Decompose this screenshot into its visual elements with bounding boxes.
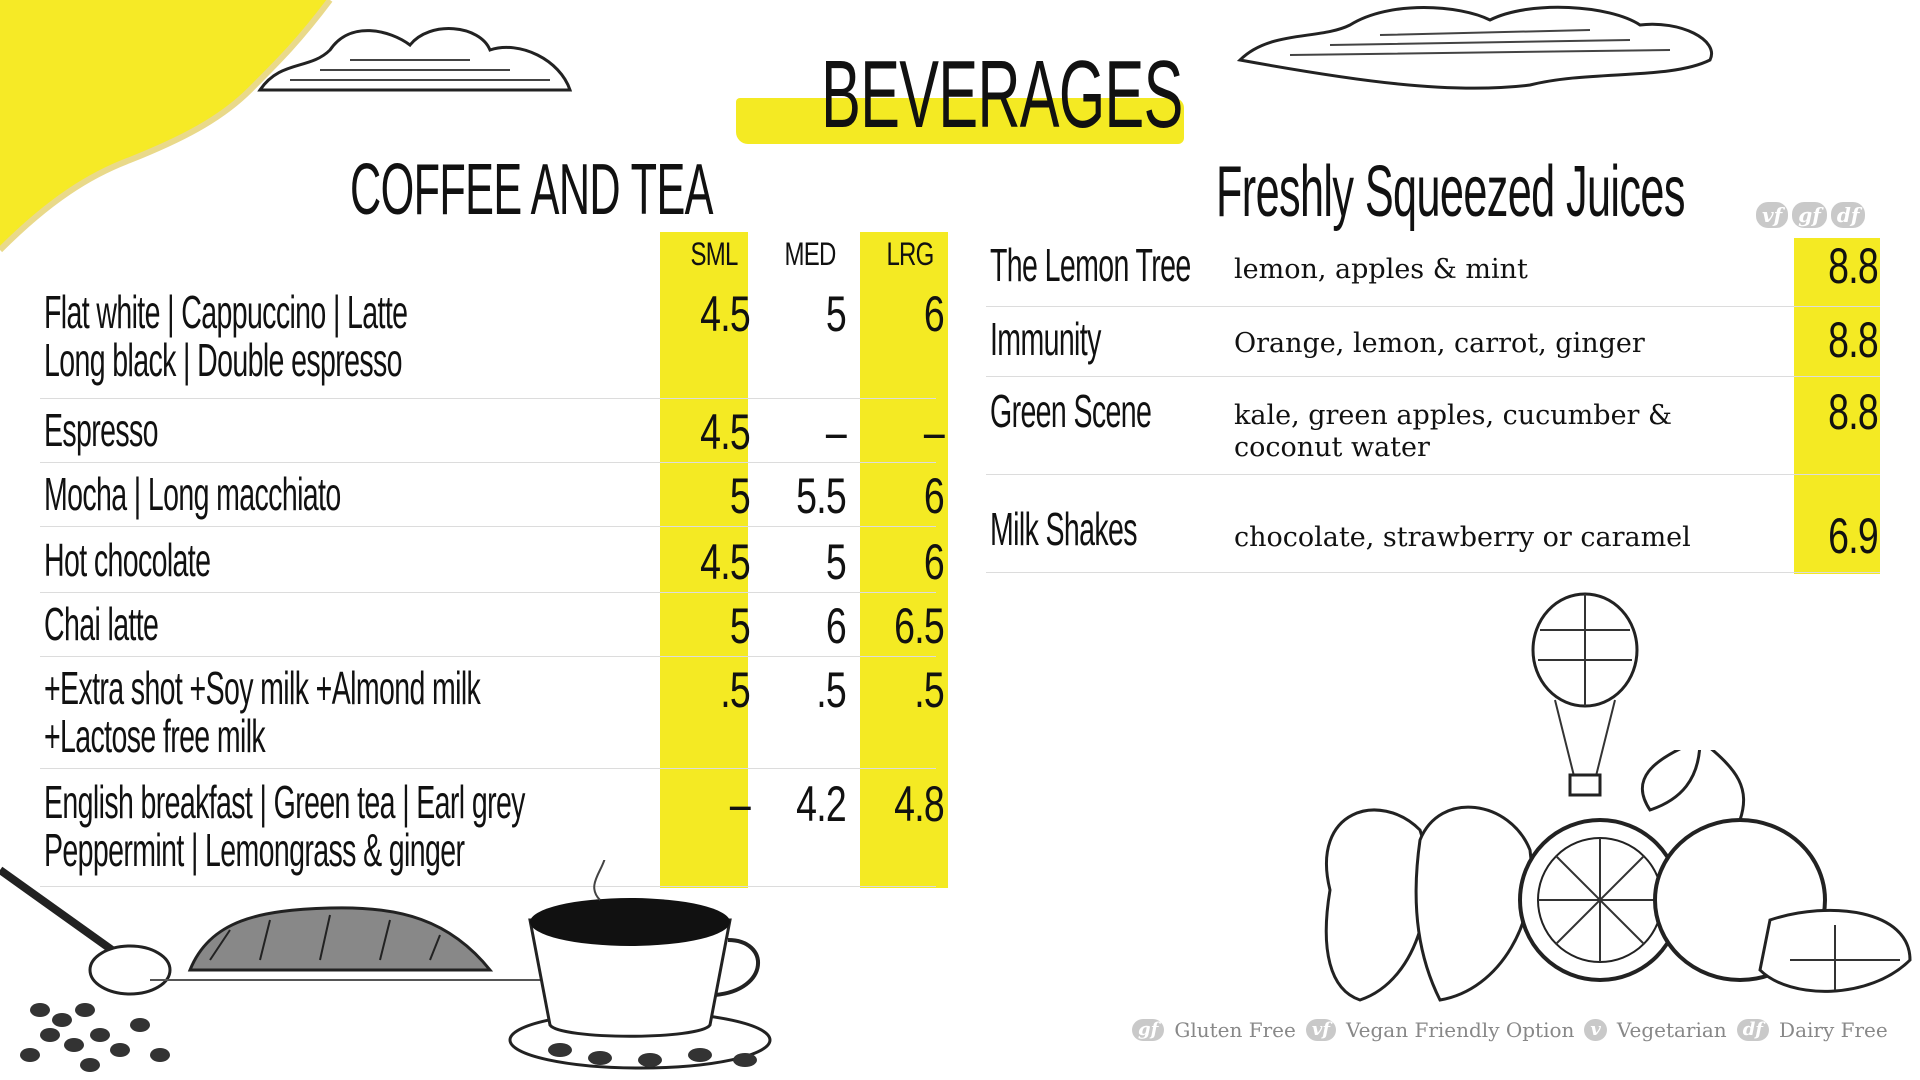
size-header-med: MED [784, 236, 836, 272]
juice-description: lemon, apples & mint [1234, 254, 1528, 285]
price-lrg: 6 [923, 468, 945, 524]
price-sml: 4.5 [700, 534, 751, 590]
citrus-fruits-icon [1324, 750, 1912, 1002]
juice-description: chocolate, strawberry or caramel [1234, 522, 1691, 553]
coffee-cup-icon [508, 860, 772, 1070]
price-sml: 5 [729, 468, 751, 524]
coffee-scene-illustration [0, 860, 772, 1072]
coffee-row: Mocha | Long macchiato 5 5.5 6 [40, 468, 945, 527]
legend-label: Vegan Friendly Option [1346, 1018, 1575, 1042]
rock-landscape-icon [150, 906, 560, 981]
price-med: 4.2 [796, 776, 847, 832]
juice-price: 6.9 [1828, 508, 1879, 564]
item-name: Espresso [44, 404, 159, 456]
item-name: English breakfast | Green tea | Earl gre… [44, 776, 525, 876]
price-sml: 4.5 [700, 286, 751, 342]
price-lrg: 6 [923, 286, 945, 342]
menu-title-block: BEVERAGES [736, 40, 1184, 150]
coffee-row: Hot chocolate 4.5 5 6 [40, 534, 945, 593]
hot-air-balloon-icon [1531, 592, 1639, 797]
juice-row: The Lemon Tree lemon, apples & mint [986, 240, 1880, 307]
juice-name: The Lemon Tree [990, 239, 1191, 291]
lrg-column-highlight [860, 232, 948, 888]
item-name: Hot chocolate [44, 534, 211, 586]
vf-badge: vf [1756, 202, 1789, 228]
df-badge: df [1736, 1019, 1770, 1041]
juice-row: Milk Shakes chocolate, strawberry or car… [986, 504, 1880, 573]
vf-badge: vf [1305, 1019, 1337, 1041]
price-med: 5.5 [796, 468, 847, 524]
juice-row: Immunity Orange, lemon, carrot, ginger [986, 314, 1880, 377]
item-name: Flat white | Cappuccino | Latte Long blac… [44, 286, 408, 386]
price-lrg: 4.8 [894, 776, 945, 832]
juice-price: 8.8 [1828, 312, 1879, 368]
legend-label: Vegetarian [1616, 1018, 1727, 1042]
coffee-row: Espresso 4.5 – – [40, 404, 945, 463]
item-name: Chai latte [44, 598, 159, 650]
sml-column-highlight [660, 232, 748, 888]
size-header-sml: SML [690, 236, 738, 272]
v-badge: v [1584, 1019, 1607, 1041]
price-med: 6 [825, 598, 847, 654]
juices-section-title: Freshly Squeezed Juices [1216, 152, 1685, 232]
juice-name: Green Scene [990, 385, 1152, 437]
price-lrg: 6.5 [894, 598, 945, 654]
price-med: 5 [825, 286, 847, 342]
df-badge: df [1830, 202, 1866, 228]
price-med: 5 [825, 534, 847, 590]
title-highlight [736, 98, 1184, 144]
juice-name: Immunity [990, 313, 1101, 365]
coffee-beans-icon [0, 866, 172, 1072]
item-name: +Extra shot +Soy milk +Almond milk +Lacto… [44, 662, 481, 762]
diet-badges: vf gf df [1756, 202, 1866, 228]
coffee-row: English breakfast | Green tea | Earl gre… [40, 776, 945, 887]
coffee-row: Flat white | Cappuccino | Latte Long blac… [40, 286, 945, 399]
price-lrg: – [923, 404, 945, 460]
gf-badge: gf [1792, 202, 1827, 228]
cloud-icon [1236, 5, 1714, 90]
price-lrg: .5 [914, 662, 945, 718]
juice-name: Milk Shakes [990, 503, 1138, 555]
price-med: – [825, 404, 847, 460]
juice-price: 8.8 [1828, 384, 1879, 440]
price-sml: .5 [720, 662, 751, 718]
page-title: BEVERAGES [821, 41, 1183, 148]
juice-price: 8.8 [1828, 238, 1879, 294]
legend-label: Gluten Free [1174, 1018, 1296, 1042]
juice-description: Orange, lemon, carrot, ginger [1234, 328, 1645, 359]
item-name: Mocha | Long macchiato [44, 468, 341, 520]
juice-description: kale, green apples, cucumber & coconut w… [1234, 400, 1673, 463]
coffee-row: Chai latte 5 6 6.5 [40, 598, 945, 657]
diet-legend: gf Gluten Free vf Vegan Friendly Option … [1132, 1018, 1888, 1042]
price-sml: 4.5 [700, 404, 751, 460]
price-med: .5 [816, 662, 847, 718]
cloud-icon [257, 27, 573, 92]
size-header-lrg: LRG [886, 236, 934, 272]
juice-price-highlight [1794, 238, 1880, 574]
price-sml: – [729, 776, 751, 832]
coffee-section-title: COFFEE AND TEA [350, 150, 713, 230]
juice-row: Green Scene kale, green apples, cucumber… [986, 386, 1880, 475]
coffee-row: +Extra shot +Soy milk +Almond milk +Lacto… [40, 662, 945, 769]
legend-label: Dairy Free [1779, 1018, 1888, 1042]
price-sml: 5 [729, 598, 751, 654]
gf-badge: gf [1132, 1019, 1165, 1041]
price-lrg: 6 [923, 534, 945, 590]
yellow-splash-decoration [0, 0, 333, 253]
